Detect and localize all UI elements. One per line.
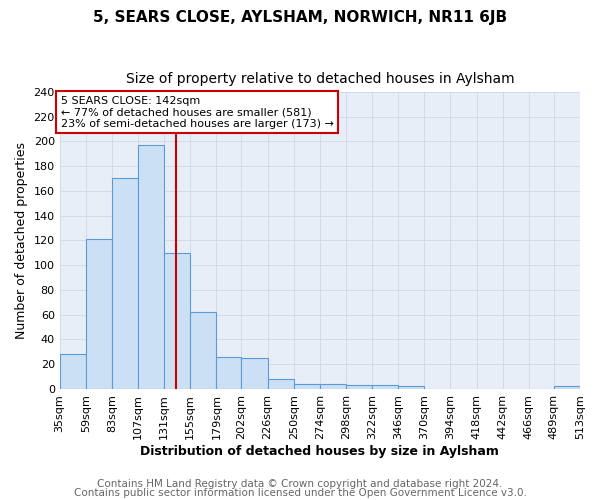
Bar (190, 312, 217, 389)
Bar (398, 386, 424, 389)
Text: 5 SEARS CLOSE: 142sqm
← 77% of detached houses are smaller (581)
23% of semi-det: 5 SEARS CLOSE: 142sqm ← 77% of detached … (61, 96, 334, 128)
Bar (372, 385, 398, 389)
Text: Contains HM Land Registry data © Crown copyright and database right 2024.: Contains HM Land Registry data © Crown c… (97, 479, 503, 489)
Bar (86, 239, 112, 389)
Bar (59, 354, 86, 389)
Bar (320, 384, 346, 389)
Bar (164, 253, 190, 389)
Bar (294, 384, 320, 389)
Bar (217, 357, 241, 389)
Bar (346, 385, 372, 389)
Bar (112, 178, 138, 389)
Bar (554, 386, 580, 389)
Bar (268, 379, 294, 389)
Text: Contains public sector information licensed under the Open Government Licence v3: Contains public sector information licen… (74, 488, 526, 498)
X-axis label: Distribution of detached houses by size in Aylsham: Distribution of detached houses by size … (140, 444, 499, 458)
Bar (241, 358, 268, 389)
Text: 5, SEARS CLOSE, AYLSHAM, NORWICH, NR11 6JB: 5, SEARS CLOSE, AYLSHAM, NORWICH, NR11 6… (93, 10, 507, 25)
Bar (138, 145, 164, 389)
Y-axis label: Number of detached properties: Number of detached properties (15, 142, 28, 339)
Title: Size of property relative to detached houses in Aylsham: Size of property relative to detached ho… (125, 72, 514, 86)
